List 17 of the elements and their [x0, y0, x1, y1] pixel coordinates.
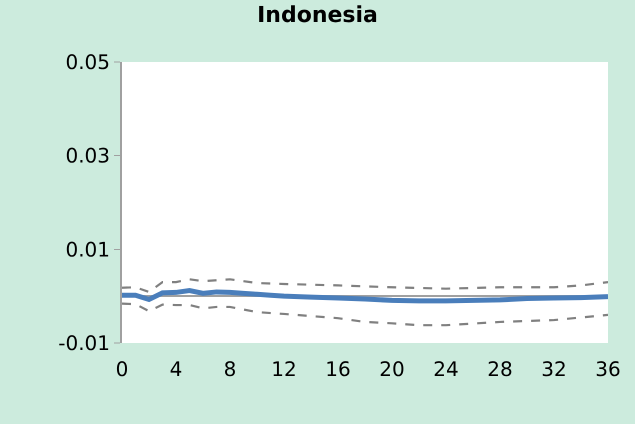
x-tick-label: 24 — [433, 357, 459, 381]
y-tick-label: 0.03 — [65, 144, 110, 168]
x-tick-label: 36 — [595, 357, 621, 381]
x-tick-label: 4 — [170, 357, 182, 381]
y-tick-label: -0.01 — [58, 331, 110, 355]
x-tick-label: 0 — [116, 357, 128, 381]
y-tick-label: 0.01 — [65, 237, 110, 262]
x-tick-label: 16 — [325, 357, 351, 381]
x-tick-label: 20 — [379, 357, 405, 381]
line-series — [122, 302, 608, 326]
x-tick-label: 28 — [487, 357, 513, 381]
x-tick-label: 8 — [224, 357, 236, 381]
y-tick-label: 0.05 — [65, 50, 110, 74]
line-series — [122, 278, 608, 294]
chart-title: Indonesia — [257, 2, 378, 28]
x-tick-label: 12 — [271, 357, 297, 381]
x-tick-label: 32 — [541, 357, 567, 381]
